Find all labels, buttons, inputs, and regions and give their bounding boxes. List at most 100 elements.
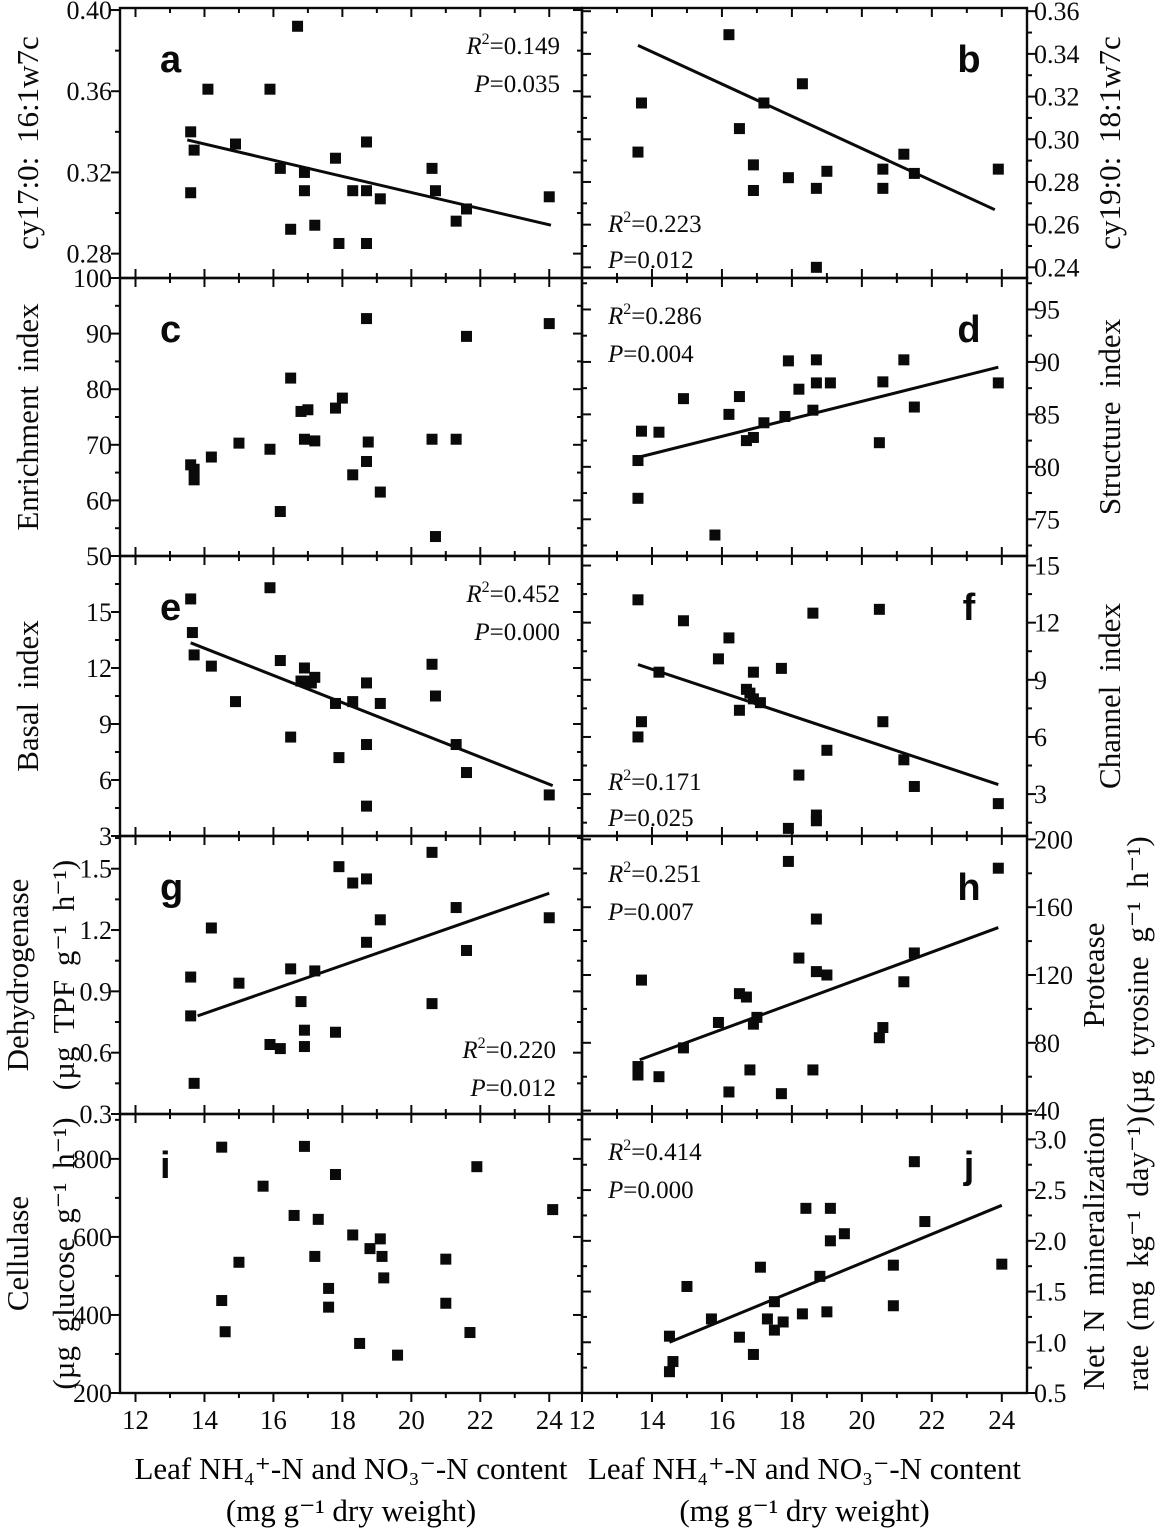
data-point bbox=[814, 1270, 826, 1282]
data-point bbox=[810, 261, 822, 273]
panel-g: 0.3 0.6 0.9 1.2 1.5 g R2=0.220 P=0.012 Dehydroge… bbox=[0, 834, 584, 1129]
data-point bbox=[635, 716, 647, 728]
stats-p: P=0.000 bbox=[607, 1177, 694, 1204]
data-point bbox=[543, 318, 555, 330]
y-axis-title: Cellulase bbox=[0, 1196, 35, 1311]
data-point bbox=[758, 417, 770, 429]
data-point bbox=[288, 1209, 300, 1221]
data-point bbox=[796, 78, 808, 90]
data-point bbox=[347, 877, 359, 889]
data-point bbox=[361, 739, 373, 751]
panel-b-stats: R2=0.223 P=0.012 bbox=[607, 209, 702, 274]
data-point bbox=[632, 455, 644, 467]
stats-p: P=0.007 bbox=[607, 899, 694, 926]
data-point bbox=[992, 862, 1004, 874]
axis-tick-label: 1.2 bbox=[80, 916, 113, 945]
axis-tick-label: 120 bbox=[1034, 961, 1073, 990]
axis-tick-label: 9 bbox=[99, 710, 112, 739]
data-point bbox=[810, 182, 822, 194]
data-point bbox=[336, 392, 348, 404]
data-point bbox=[543, 191, 555, 203]
stats-r2: R2=0.223 bbox=[607, 209, 702, 238]
y-axis-title: cy19:0: 18:1w7c bbox=[1092, 36, 1127, 250]
stats-p: P=0.000 bbox=[473, 619, 560, 646]
data-point bbox=[838, 1228, 850, 1240]
data-point bbox=[450, 215, 462, 227]
data-point bbox=[364, 1243, 376, 1255]
data-point bbox=[426, 433, 438, 445]
data-point bbox=[285, 223, 297, 235]
data-point bbox=[361, 936, 373, 948]
data-point bbox=[667, 1356, 679, 1368]
data-point bbox=[188, 144, 200, 156]
data-point bbox=[450, 433, 462, 445]
axis-tick-label: 400 bbox=[73, 1301, 112, 1330]
panel-f-stats: R2=0.171 P=0.025 bbox=[607, 767, 702, 832]
data-point bbox=[908, 167, 920, 179]
data-point bbox=[471, 1161, 483, 1173]
data-point bbox=[754, 1261, 766, 1273]
y-axis-title: Basal index bbox=[10, 620, 45, 772]
data-point bbox=[374, 1233, 386, 1245]
axis-tick-label: 0.28 bbox=[1034, 168, 1080, 197]
axis-tick-label: 0.28 bbox=[67, 240, 113, 269]
axis-tick-label: 200 bbox=[1034, 825, 1073, 854]
axis-tick-label: 16 bbox=[708, 1405, 735, 1435]
panel-j-ticks bbox=[581, 1113, 1036, 1402]
stats-r2: R2=0.149 bbox=[465, 31, 560, 60]
y-axis-title: Dehydrogenase bbox=[0, 879, 35, 1072]
data-point bbox=[461, 203, 472, 215]
data-point bbox=[298, 675, 310, 687]
data-point bbox=[361, 136, 373, 148]
data-point bbox=[632, 594, 644, 606]
data-point bbox=[329, 152, 341, 164]
axis-tick-label: 22 bbox=[467, 1405, 494, 1435]
data-point bbox=[677, 1042, 689, 1054]
data-point bbox=[230, 696, 241, 708]
axis-tick-label: 24 bbox=[988, 1405, 1016, 1435]
axis-tick-label: 0.9 bbox=[80, 977, 113, 1006]
data-point bbox=[733, 123, 745, 135]
data-point bbox=[374, 486, 386, 498]
trend-line bbox=[639, 926, 999, 1062]
stats-p: P=0.004 bbox=[607, 341, 694, 368]
panel-d-points bbox=[632, 354, 1004, 541]
data-point bbox=[461, 767, 472, 779]
panel-e-y-tick-labels: 3 6 9 12 15 bbox=[86, 598, 112, 851]
data-point bbox=[824, 377, 836, 389]
data-point bbox=[777, 1316, 789, 1328]
data-point bbox=[274, 1043, 286, 1055]
data-point bbox=[233, 437, 245, 449]
data-point bbox=[302, 404, 314, 416]
data-point bbox=[347, 469, 359, 481]
panel-b: 0.24 0.26 0.28 0.30 0.32 0.34 0.36 b R2=0.223 P=0… bbox=[580, 0, 1127, 282]
data-point bbox=[202, 83, 214, 95]
data-point bbox=[257, 1180, 269, 1192]
axis-tick-label: 18 bbox=[329, 1405, 356, 1435]
data-point bbox=[779, 410, 791, 422]
data-point bbox=[747, 184, 759, 196]
trend-line bbox=[190, 641, 554, 787]
data-point bbox=[312, 1213, 324, 1225]
axis-tick-label: 0.34 bbox=[1034, 40, 1080, 69]
trend-line bbox=[637, 663, 999, 786]
axis-tick-label: 40 bbox=[1034, 1097, 1060, 1126]
axis-tick-label: 3 bbox=[1034, 780, 1047, 809]
data-point bbox=[426, 658, 438, 670]
data-point bbox=[429, 690, 441, 702]
data-point bbox=[450, 739, 462, 751]
panel-j: 0.5 1.0 1.5 2.0 2.5 3.0 12 14 16 18 20 22 24 j R2=0.41… bbox=[569, 1112, 1155, 1435]
data-point bbox=[450, 902, 462, 914]
panel-h-points bbox=[632, 855, 1004, 1100]
stats-r2: R2=0.171 bbox=[607, 767, 702, 796]
axis-tick-label: 12 bbox=[86, 654, 112, 683]
data-point bbox=[635, 97, 647, 109]
data-point bbox=[632, 1061, 644, 1073]
data-point bbox=[205, 451, 217, 463]
data-point bbox=[677, 393, 689, 405]
y-axis-title: (µg TPF g⁻¹ h⁻¹) bbox=[46, 860, 81, 1090]
data-point bbox=[744, 1064, 756, 1076]
axis-tick-label: 0.40 bbox=[67, 0, 113, 25]
data-point bbox=[821, 1306, 833, 1318]
data-point bbox=[186, 627, 198, 639]
